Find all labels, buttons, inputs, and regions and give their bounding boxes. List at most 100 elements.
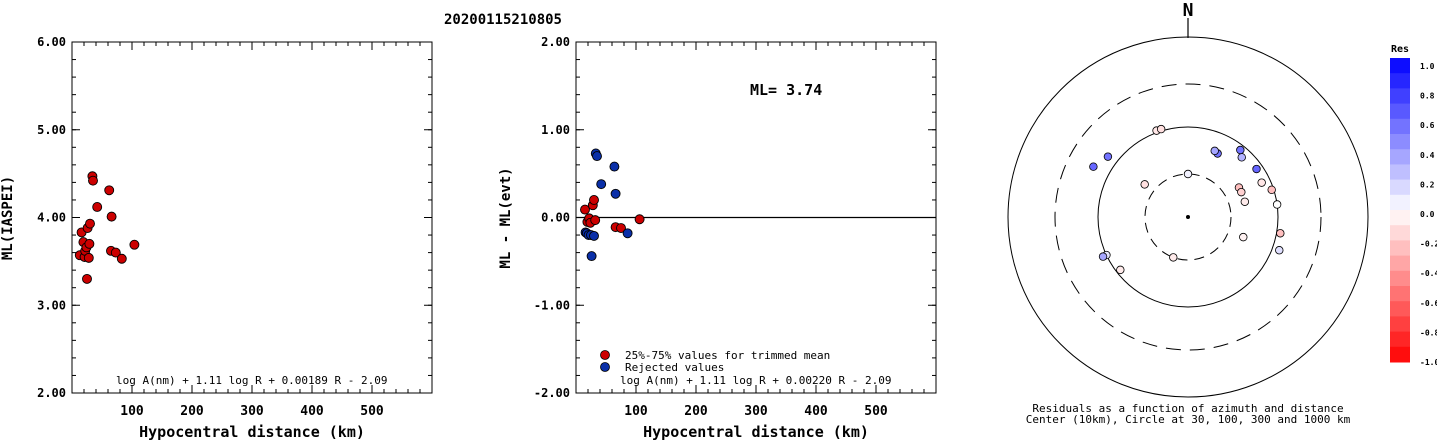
colorbar-swatch (1390, 331, 1410, 348)
y-tick-label: 6.00 (37, 35, 66, 49)
colorbar-title: Res (1391, 44, 1409, 55)
y-tick-label: 2.00 (37, 386, 66, 400)
chart-polar-residuals: N Residuals as a function of azimuth and… (1007, 0, 1369, 426)
ring-100km (1097, 126, 1279, 308)
colorbar-swatch (1390, 346, 1410, 363)
chart-magnitude-vs-distance: 2.00 3.00 4.00 5.00 6.00 100 200 300 400 500 log … (0, 35, 433, 441)
colorbar-swatch (1390, 134, 1410, 150)
data-point (609, 161, 620, 172)
station-point (1276, 229, 1285, 238)
data-point (590, 215, 601, 226)
colorbar-swatch (1390, 149, 1410, 165)
station-point (1103, 152, 1113, 161)
station-point (1272, 200, 1282, 209)
y-axis-label: ML(IASPEI) (0, 176, 16, 260)
station-point (1239, 232, 1248, 242)
data-point (580, 204, 590, 215)
data-point (84, 238, 95, 249)
data-points (74, 171, 140, 284)
data-point (85, 218, 95, 229)
colorbar: Res 1.0 0.8 0.6 0.4 0.2 0.0 -0.2 -0.4 -0.6 -0.8 -1… (1390, 44, 1437, 367)
y-axis-label: ML - ML(evt) (498, 167, 514, 268)
x-tick-label: 100 (624, 404, 648, 419)
x-tick-label: 500 (864, 404, 888, 419)
colorbar-swatch (1390, 240, 1410, 257)
colorbar-tick-label: -0.4 (1420, 269, 1437, 278)
x-tick-label: 100 (120, 404, 144, 419)
caption-line-1: Residuals as a function of azimuth and d… (1032, 402, 1343, 415)
y-tick-label: -2.00 (534, 386, 570, 400)
legend-marker-rejected (600, 362, 610, 372)
ml-annotation: ML= 3.74 (750, 81, 822, 99)
data-point (88, 175, 98, 186)
data-point (589, 194, 599, 205)
data-point (589, 230, 599, 241)
x-tick-label: 200 (684, 404, 708, 419)
colorbar-swatch (1390, 301, 1410, 317)
data-point (116, 253, 127, 264)
station-point (1275, 246, 1284, 255)
data-point (586, 251, 597, 262)
x-axis-label: Hypocentral distance (km) (139, 423, 365, 441)
colorbar-swatch (1390, 58, 1410, 74)
data-point (129, 239, 140, 250)
data-point (596, 179, 607, 190)
data-point (106, 211, 117, 222)
colorbar-tick-label: 0.4 (1420, 151, 1435, 160)
colorbar-swatch (1390, 225, 1410, 241)
station-point (1116, 265, 1125, 275)
ring-300km (1054, 83, 1322, 351)
x-tick-label: 400 (300, 404, 324, 419)
north-label: N (1183, 0, 1194, 21)
epicenter-marker (1186, 215, 1190, 219)
x-tick-label: 300 (240, 404, 264, 419)
colorbar-swatches: 1.0 0.8 0.6 0.4 0.2 0.0 -0.2 -0.4 -0.6 -0.8 -1.0 (1390, 58, 1437, 367)
data-point (104, 185, 115, 196)
data-point (616, 223, 626, 233)
formula-text: log A(nm) + 1.11 log R + 0.00189 R - 2.0… (116, 374, 388, 387)
colorbar-swatch (1390, 210, 1410, 226)
data-point (82, 273, 92, 284)
station-point (1183, 169, 1193, 179)
legend-label-rejected: Rejected values (625, 361, 724, 374)
legend-marker-trimmed (600, 350, 610, 360)
plot-frame (71, 41, 433, 394)
station-point (1210, 146, 1219, 156)
data-point (592, 151, 602, 162)
x-tick-label: 400 (804, 404, 828, 419)
colorbar-swatch (1390, 179, 1410, 196)
legend-label-trimmed: 25%-75% values for trimmed mean (625, 349, 830, 362)
colorbar-tick-label: 0.6 (1420, 121, 1435, 130)
x-axis-label: Hypocentral distance (km) (643, 423, 869, 441)
colorbar-swatch (1390, 270, 1410, 287)
colorbar-swatch (1390, 88, 1410, 105)
x-tick-label: 300 (744, 404, 768, 419)
figure-title: 20200115210805 (444, 12, 562, 28)
colorbar-tick-label: -0.6 (1420, 299, 1437, 308)
station-point (1156, 124, 1166, 134)
colorbar-swatch (1390, 286, 1410, 302)
data-point (92, 202, 103, 212)
station-point (1140, 180, 1149, 189)
axis-ticks: -2.00 -1.00 0.00 1.00 2.00 100 200 300 400 500 (534, 35, 937, 419)
station-points (1089, 124, 1285, 275)
y-tick-label: 5.00 (37, 123, 66, 137)
colorbar-tick-label: 0.8 (1420, 92, 1435, 101)
data-point (610, 188, 621, 199)
colorbar-swatch (1390, 255, 1410, 272)
y-tick-label: 3.00 (37, 298, 66, 312)
colorbar-swatch (1390, 316, 1410, 333)
colorbar-swatch (1390, 164, 1410, 181)
colorbar-tick-label: 0.0 (1420, 210, 1435, 219)
colorbar-tick-label: -0.8 (1420, 328, 1437, 337)
y-tick-label: 1.00 (541, 123, 570, 137)
y-tick-label: 4.00 (37, 211, 66, 225)
station-point (1098, 252, 1108, 261)
station-point (1237, 153, 1246, 162)
ring-30km (1144, 173, 1232, 261)
y-tick-label: 0.00 (541, 211, 570, 225)
y-tick-label: -1.00 (534, 298, 570, 312)
station-point (1252, 164, 1261, 174)
station-point (1236, 145, 1245, 155)
